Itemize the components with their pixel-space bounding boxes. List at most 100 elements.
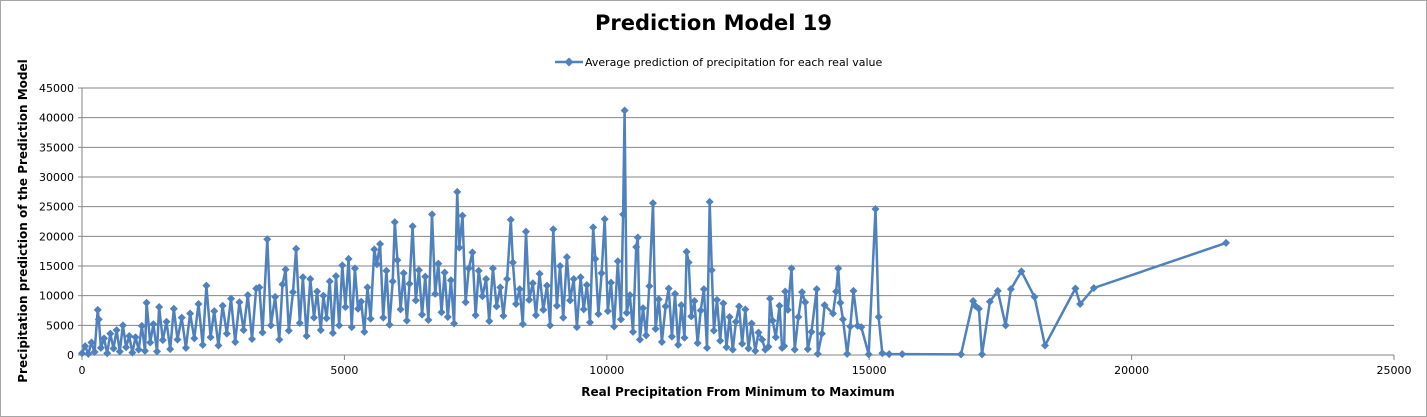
data-point (586, 318, 595, 327)
data-point (302, 332, 311, 341)
data-point (190, 334, 199, 343)
data-point (813, 349, 822, 358)
data-point (725, 313, 734, 322)
data-point (985, 297, 994, 306)
data-point (508, 258, 517, 267)
chart-legend: Average prediction of precipitation for … (555, 55, 882, 69)
data-point (690, 297, 699, 306)
data-point (357, 297, 366, 306)
x-axis-title: Real Precipitation From Minimum to Maxim… (581, 385, 895, 399)
data-point (651, 324, 660, 333)
data-point (846, 322, 855, 331)
series-group (78, 106, 1231, 359)
data-point (684, 258, 693, 267)
data-point (1006, 285, 1015, 294)
data-point (817, 329, 826, 338)
y-tick-labels: 0 5000 10000 15000 20000 25000 30000 35000 40000… (39, 82, 74, 362)
data-point (100, 334, 109, 343)
data-point (128, 348, 137, 357)
data-point (109, 344, 118, 353)
data-point (281, 265, 290, 274)
data-point (87, 338, 96, 347)
data-point (393, 256, 402, 265)
data-point (222, 329, 231, 338)
data-point (255, 283, 264, 292)
x-tick-labels: 0 5000 10000 15000 20000 25000 (79, 364, 1412, 377)
data-point (535, 269, 544, 278)
data-point (243, 291, 252, 300)
y-tick-label: 10000 (39, 290, 74, 303)
y-tick-label: 5000 (46, 319, 74, 332)
data-point (450, 319, 459, 328)
data-point (131, 333, 140, 342)
data-point (645, 282, 654, 291)
data-point (582, 280, 591, 289)
data-point (428, 210, 437, 219)
x-tick-label: 5000 (330, 364, 358, 377)
data-point (332, 272, 341, 281)
data-point (376, 240, 385, 249)
data-point (576, 273, 585, 282)
data-point (569, 275, 578, 284)
data-point (633, 233, 642, 242)
data-point (140, 346, 149, 355)
data-point (606, 278, 615, 287)
data-point (619, 210, 628, 219)
data-point (382, 266, 391, 275)
data-point (414, 266, 423, 275)
data-point (284, 326, 293, 335)
data-point (231, 337, 240, 346)
data-point (898, 350, 907, 359)
data-point (680, 333, 689, 342)
data-point (632, 243, 641, 252)
legend-label: Average prediction of precipitation for … (585, 55, 883, 69)
data-point (235, 298, 244, 307)
data-point (735, 302, 744, 311)
data-point (118, 321, 127, 330)
data-point (768, 316, 777, 325)
data-point (566, 296, 575, 305)
data-point (728, 345, 737, 354)
y-tick-label: 20000 (39, 230, 74, 243)
data-point (603, 307, 612, 316)
data-point (600, 215, 609, 224)
data-point (106, 329, 115, 338)
data-point (834, 264, 843, 273)
data-point (803, 345, 812, 354)
data-point (288, 288, 297, 297)
data-point (764, 342, 773, 351)
data-point (306, 275, 315, 284)
data-point (142, 298, 151, 307)
data-point (455, 243, 464, 252)
data-point (1030, 292, 1039, 301)
data-point (787, 264, 796, 273)
data-point (864, 350, 873, 359)
data-point (635, 335, 644, 344)
data-point (134, 345, 143, 354)
data-point (783, 305, 792, 314)
data-point (177, 313, 186, 322)
data-point (671, 289, 680, 298)
data-point (707, 266, 716, 275)
data-point (820, 301, 829, 310)
data-point (437, 308, 446, 317)
data-point (421, 272, 430, 281)
data-point (313, 287, 322, 296)
data-point (112, 326, 121, 335)
data-point (713, 295, 722, 304)
data-point (1017, 267, 1026, 276)
data-point (125, 332, 134, 341)
data-point (836, 298, 845, 307)
data-point (1001, 321, 1010, 330)
data-point (616, 315, 625, 324)
data-point (96, 343, 105, 352)
x-tick-label: 20000 (1114, 364, 1149, 377)
data-point (458, 211, 467, 220)
data-point (807, 327, 816, 336)
data-point (385, 320, 394, 329)
data-point (1041, 341, 1050, 350)
data-point (744, 344, 753, 353)
y-tick-label: 35000 (39, 141, 74, 154)
data-point (562, 253, 571, 262)
data-point (316, 326, 325, 335)
